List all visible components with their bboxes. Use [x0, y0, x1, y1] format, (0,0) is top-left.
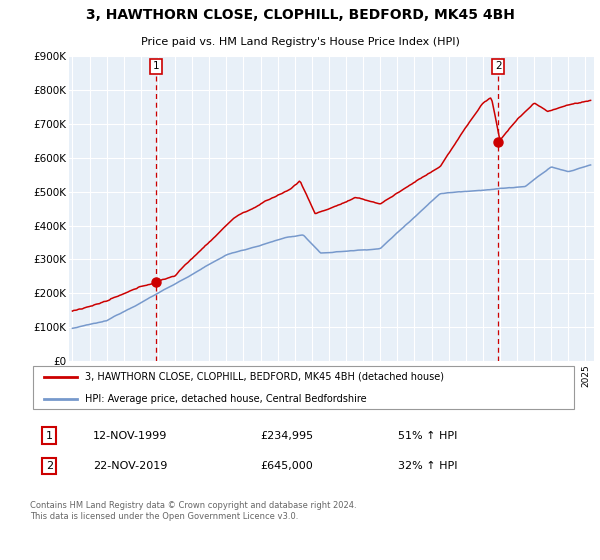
Text: 2: 2 [495, 61, 502, 71]
Text: 51% ↑ HPI: 51% ↑ HPI [398, 431, 457, 441]
Text: 2: 2 [46, 461, 53, 471]
Text: 22-NOV-2019: 22-NOV-2019 [93, 461, 167, 471]
Text: 1: 1 [153, 61, 160, 71]
Text: 1: 1 [46, 431, 53, 441]
Text: 12-NOV-1999: 12-NOV-1999 [93, 431, 167, 441]
Text: £645,000: £645,000 [260, 461, 313, 471]
Text: Contains HM Land Registry data © Crown copyright and database right 2024.
This d: Contains HM Land Registry data © Crown c… [30, 501, 356, 521]
Text: £234,995: £234,995 [260, 431, 314, 441]
Text: HPI: Average price, detached house, Central Bedfordshire: HPI: Average price, detached house, Cent… [85, 394, 367, 404]
Text: 3, HAWTHORN CLOSE, CLOPHILL, BEDFORD, MK45 4BH: 3, HAWTHORN CLOSE, CLOPHILL, BEDFORD, MK… [86, 8, 514, 22]
Text: Price paid vs. HM Land Registry's House Price Index (HPI): Price paid vs. HM Land Registry's House … [140, 37, 460, 47]
Text: 3, HAWTHORN CLOSE, CLOPHILL, BEDFORD, MK45 4BH (detached house): 3, HAWTHORN CLOSE, CLOPHILL, BEDFORD, MK… [85, 372, 444, 382]
Text: 32% ↑ HPI: 32% ↑ HPI [398, 461, 457, 471]
